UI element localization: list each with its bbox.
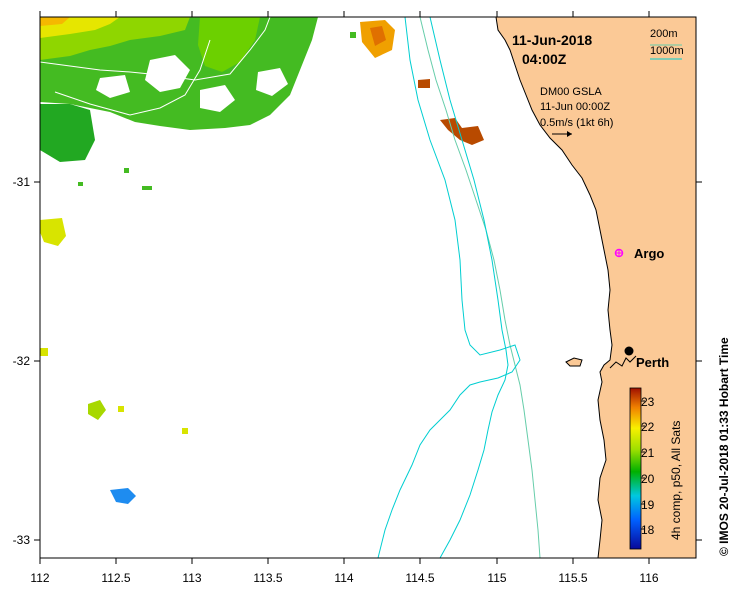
x-tick-label: 113.5 [253,571,282,585]
swan-river [609,355,637,369]
y-tick-label: -32 [13,354,31,368]
credit-text: © IMOS 20-Jul-2018 01:33 Hobart Time [717,337,731,556]
current-product-label: DM00 GSLA [540,86,602,98]
map-date: 11-Jun-2018 [512,32,592,48]
y-tick-label: -33 [13,533,31,547]
colorbar-ticks [641,400,645,530]
x-axis [39,11,650,564]
isobath-200m [419,17,541,558]
colorbar-tick-label: 20 [641,472,655,486]
y-tick-label: -31 [13,175,31,189]
x-tick-label: 114.5 [405,571,434,585]
x-tick-label: 115.5 [558,571,587,585]
colorbar-label: 4h comp, p50, All Sats [669,421,683,540]
land [495,17,696,558]
argo-marker-icon [614,248,624,258]
map-time: 04:00Z [522,51,567,67]
rottnest-island [565,357,583,367]
isobath-1000m-label: 1000m [650,45,684,57]
colorbar [629,387,642,550]
argo-label: Argo [634,246,664,261]
data-contour [40,17,271,81]
isobath-1000m [377,17,521,558]
x-tick-label: 113 [182,571,201,585]
x-tick-label: 115 [487,571,506,585]
plot-frame [39,16,697,559]
isobath-200m-label: 200m [650,28,678,40]
isobath-1000m-inner [429,17,509,558]
current-time-label: 11-Jun 00:00Z [540,101,610,113]
x-tick-label: 112 [30,571,49,585]
x-tick-label: 112.5 [101,571,130,585]
sst-data-layer [40,17,484,504]
colorbar-tick-label: 22 [641,420,655,434]
colorbar-tick-label: 19 [641,498,655,512]
y-axis [34,181,702,541]
colorbar-tick-label: 18 [641,523,655,537]
arrowhead-icon [567,131,572,137]
data-contour-2 [54,39,211,116]
colorbar-tick-label: 21 [641,446,655,460]
perth-marker-icon [624,346,634,356]
x-tick-label: 114 [334,571,353,585]
current-scale-label: 0.5m/s (1kt 6h) [540,117,613,129]
colorbar-tick-label: 23 [641,395,655,409]
perth-label: Perth [636,355,669,370]
x-tick-label: 116 [639,571,658,585]
